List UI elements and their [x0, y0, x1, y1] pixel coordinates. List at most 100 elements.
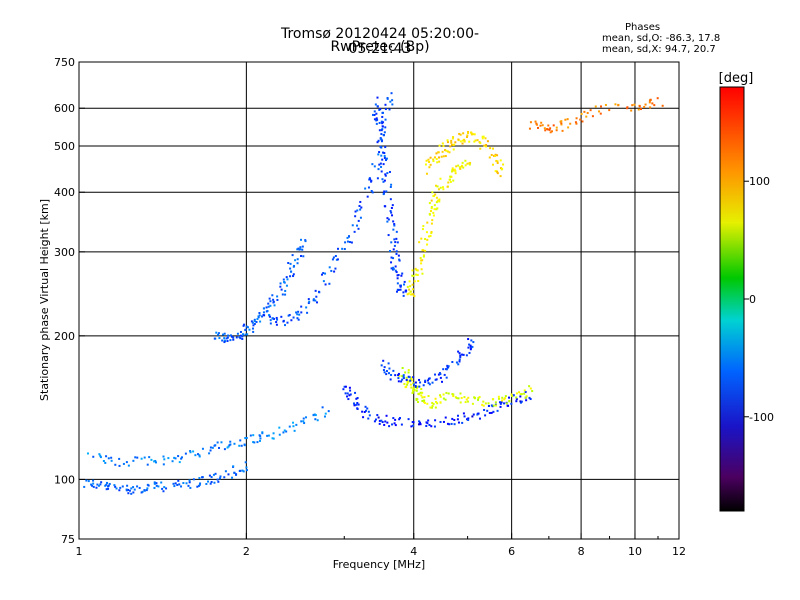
data-point — [428, 377, 431, 380]
data-point — [298, 313, 301, 316]
data-point — [165, 487, 168, 490]
data-point — [445, 368, 448, 371]
data-point — [466, 134, 469, 137]
data-point — [482, 400, 485, 403]
data-point — [438, 198, 441, 201]
data-point — [441, 150, 444, 153]
data-point — [453, 143, 456, 146]
data-point — [346, 240, 349, 243]
data-point — [349, 389, 352, 392]
data-point — [299, 246, 302, 249]
data-point — [251, 321, 254, 324]
data-point — [384, 103, 387, 106]
data-point — [448, 151, 451, 154]
x-tick-label: 6 — [508, 545, 515, 558]
data-point — [333, 270, 336, 273]
data-point — [382, 180, 385, 183]
data-point — [445, 149, 448, 152]
data-point — [417, 392, 420, 395]
data-point — [273, 304, 276, 307]
data-point — [499, 167, 502, 170]
data-point — [560, 122, 563, 125]
data-point — [375, 112, 378, 115]
data-point — [414, 384, 417, 387]
data-point — [232, 336, 235, 339]
data-point — [528, 127, 531, 130]
data-point — [305, 416, 308, 419]
data-point — [497, 395, 500, 398]
data-point — [500, 401, 503, 404]
data-point — [404, 386, 407, 389]
data-point — [376, 141, 379, 144]
data-point — [218, 337, 221, 340]
data-point — [643, 106, 646, 109]
data-point — [127, 464, 130, 467]
data-point — [378, 422, 381, 425]
data-point — [438, 200, 441, 203]
data-point — [549, 127, 552, 130]
data-point — [386, 421, 389, 424]
data-point — [433, 204, 436, 207]
data-point — [495, 404, 498, 407]
data-point — [376, 414, 379, 417]
data-point — [300, 311, 303, 314]
data-point — [541, 124, 544, 127]
data-point — [437, 373, 440, 376]
data-point — [452, 136, 455, 139]
data-point — [428, 160, 431, 163]
data-point — [244, 328, 247, 331]
data-point — [356, 402, 359, 405]
data-point — [315, 295, 318, 298]
data-point — [457, 138, 460, 141]
data-point — [397, 377, 400, 380]
data-point — [395, 252, 398, 255]
data-point — [387, 218, 390, 221]
data-point — [393, 422, 396, 425]
data-point — [411, 391, 414, 394]
data-point — [488, 156, 491, 159]
data-point — [412, 383, 415, 386]
data-point — [294, 259, 297, 262]
data-point — [198, 477, 201, 480]
data-point — [478, 417, 481, 420]
data-point — [394, 241, 397, 244]
data-point — [171, 460, 174, 463]
data-point — [304, 240, 307, 243]
data-point — [569, 122, 572, 125]
data-point — [395, 237, 398, 240]
data-point — [418, 378, 421, 381]
data-point — [381, 158, 384, 161]
data-point — [346, 395, 349, 398]
data-point — [355, 403, 358, 406]
data-point — [197, 484, 200, 487]
data-point — [276, 298, 279, 301]
data-point — [439, 373, 442, 376]
data-point — [244, 461, 247, 464]
data-point — [436, 199, 439, 202]
data-point — [452, 169, 455, 172]
data-point — [552, 124, 555, 127]
data-point — [392, 257, 395, 260]
data-point — [223, 341, 226, 344]
data-point — [499, 175, 502, 178]
data-point — [363, 411, 366, 414]
data-point — [198, 455, 201, 458]
data-point — [455, 165, 458, 168]
data-point — [445, 376, 448, 379]
data-point — [425, 172, 428, 175]
data-point — [383, 371, 386, 374]
data-point — [389, 100, 392, 103]
data-point — [547, 124, 550, 127]
data-point — [336, 247, 339, 250]
data-point — [444, 149, 447, 152]
data-point — [160, 481, 163, 484]
data-point — [401, 378, 404, 381]
data-point — [515, 398, 518, 401]
data-point — [382, 133, 385, 136]
data-point — [289, 262, 292, 265]
data-point — [389, 249, 392, 252]
data-point — [235, 336, 238, 339]
data-point — [430, 425, 433, 428]
data-point — [397, 372, 400, 375]
data-point — [128, 489, 131, 492]
